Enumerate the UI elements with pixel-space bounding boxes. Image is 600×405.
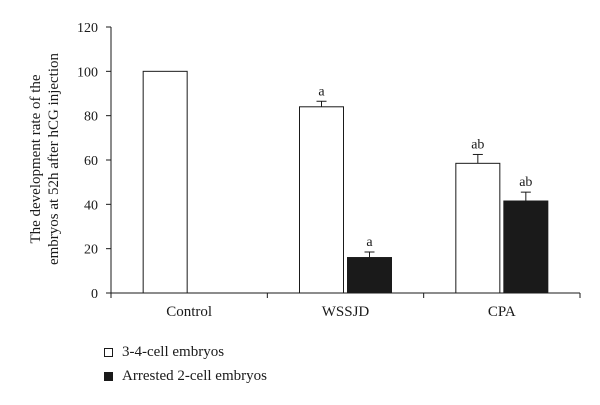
bar: [299, 106, 344, 294]
y-tick-label: 100: [77, 65, 98, 80]
legend-swatch-black: [104, 371, 113, 381]
y-tick-label: 0: [91, 287, 98, 302]
x-tick-label: Control: [166, 304, 212, 320]
significance-label: a: [366, 235, 373, 250]
x-tick-label: WSSJD: [322, 304, 370, 320]
bar: [347, 257, 392, 294]
y-tick-label: 20: [84, 243, 98, 258]
y-axis-title: The development rate of the embryos at 5…: [28, 52, 62, 265]
y-tick-label: 80: [84, 110, 98, 125]
bar: [503, 200, 549, 294]
bar: [142, 70, 188, 294]
y-tick-label: 40: [84, 198, 98, 213]
significance-label: ab: [519, 175, 532, 190]
legend-swatch-white: [104, 347, 113, 357]
x-tick-label: CPA: [488, 304, 516, 320]
bar: [455, 162, 501, 294]
y-axis-title-line-2: embryos at 52h after hCG injection: [46, 52, 62, 265]
significance-label: ab: [471, 137, 484, 152]
legend-item-arrested-2-cell: Arrested 2-cell embryos: [104, 364, 267, 388]
plot-area: 0 20 40 60 80 100 120 Control WSSJD CPA a ab a ab: [77, 21, 581, 320]
significance-label: a: [318, 84, 325, 99]
legend-label: 3-4-cell embryos: [122, 343, 225, 360]
y-tick-label: 120: [77, 21, 98, 36]
y-axis-title-line-1: The development rate of the: [28, 74, 44, 243]
legend: 3-4-cell embryos Arrested 2-cell embryos: [104, 340, 267, 388]
legend-item-3-4-cell: 3-4-cell embryos: [104, 340, 267, 364]
legend-label: Arrested 2-cell embryos: [122, 367, 267, 384]
y-tick-label: 60: [84, 154, 98, 169]
